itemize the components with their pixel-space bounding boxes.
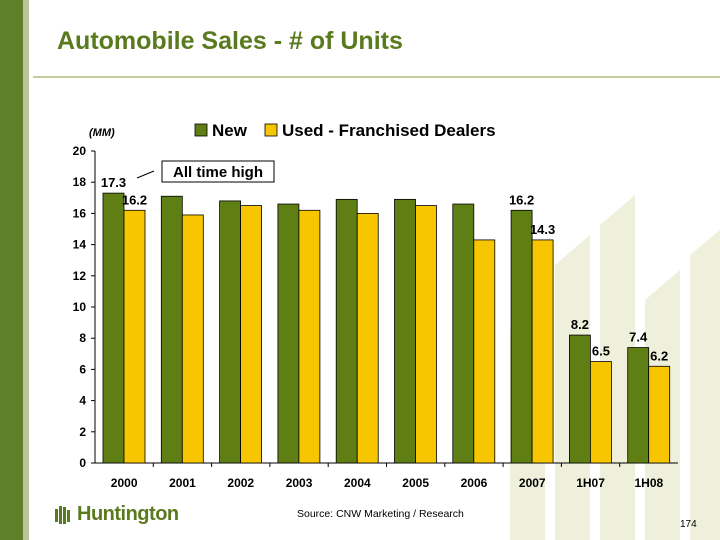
bar-used-2001 bbox=[181, 214, 204, 464]
bar-used-2007 bbox=[531, 239, 554, 464]
legend-label-new: New bbox=[212, 121, 248, 140]
legend-swatch-new bbox=[194, 123, 208, 137]
huntington-logo: Huntington bbox=[55, 503, 179, 526]
y-tick-label: 0 bbox=[79, 456, 86, 470]
data-label: 7.4 bbox=[629, 330, 648, 345]
x-tick-label: 2007 bbox=[519, 476, 546, 490]
data-label: 17.3 bbox=[101, 175, 126, 190]
source-note: Source: CNW Marketing / Research bbox=[297, 508, 464, 520]
y-tick-label: 2 bbox=[79, 425, 86, 439]
bar-used-1h08 bbox=[648, 365, 671, 464]
bar-new-2004 bbox=[335, 198, 358, 464]
y-tick-label: 14 bbox=[73, 238, 87, 252]
annotation-pointer bbox=[136, 170, 155, 179]
bar-new-2002 bbox=[219, 200, 242, 464]
y-tick-label: 8 bbox=[79, 331, 86, 345]
annotation-box bbox=[161, 160, 275, 183]
data-label: 6.2 bbox=[650, 348, 668, 363]
bar-new-1h08 bbox=[627, 347, 650, 464]
y-tick-label: 18 bbox=[73, 175, 87, 189]
x-tick-label: 2001 bbox=[169, 476, 196, 490]
bar-new-2000 bbox=[102, 192, 125, 464]
bar-used-2004 bbox=[356, 212, 379, 464]
data-label: 16.2 bbox=[122, 192, 147, 207]
bar-used-1h07 bbox=[590, 361, 612, 464]
x-tick-label: 2004 bbox=[344, 476, 371, 490]
bar-used-2000 bbox=[123, 209, 146, 464]
y-tick-label: 6 bbox=[79, 362, 86, 376]
page-number: 174 bbox=[680, 519, 697, 530]
bar-new-2003 bbox=[277, 203, 300, 464]
x-tick-label: 2005 bbox=[402, 476, 429, 490]
huntington-mark-icon bbox=[55, 505, 70, 524]
y-tick-label: 20 bbox=[73, 144, 87, 158]
y-tick-label: 16 bbox=[73, 206, 87, 220]
bar-new-2007 bbox=[510, 209, 533, 464]
legend-swatch-used bbox=[264, 123, 278, 137]
x-tick-label: 2006 bbox=[461, 476, 488, 490]
x-tick-label: 2002 bbox=[227, 476, 254, 490]
bar-new-2006 bbox=[452, 203, 475, 464]
annotation-text: All time high bbox=[173, 164, 263, 181]
x-tick-label: 2003 bbox=[286, 476, 313, 490]
bar-used-2002 bbox=[240, 205, 263, 464]
left-accent-bar bbox=[0, 0, 23, 540]
bar-used-2005 bbox=[415, 205, 437, 464]
logo-wordmark: Huntington bbox=[77, 503, 179, 525]
data-label: 14.3 bbox=[530, 222, 555, 237]
title-divider bbox=[33, 76, 720, 78]
left-accent-stripe bbox=[23, 0, 29, 540]
legend-label-used: Used - Franchised Dealers bbox=[282, 121, 496, 140]
bar-new-2005 bbox=[394, 198, 416, 464]
y-tick-label: 4 bbox=[79, 394, 86, 408]
bar-used-2006 bbox=[473, 239, 496, 464]
data-label: 16.2 bbox=[509, 192, 534, 207]
bar-new-1h07 bbox=[569, 334, 591, 464]
data-label: 6.5 bbox=[592, 344, 610, 359]
x-tick-label: 1H08 bbox=[635, 476, 664, 490]
x-tick-label: 1H07 bbox=[576, 476, 605, 490]
bar-used-2003 bbox=[298, 209, 321, 464]
y-unit-label: (MM) bbox=[89, 127, 115, 139]
y-tick-label: 12 bbox=[73, 269, 87, 283]
x-tick-label: 2000 bbox=[111, 476, 138, 490]
y-tick-label: 10 bbox=[73, 300, 87, 314]
slide-title: Automobile Sales - # of Units bbox=[57, 27, 403, 55]
bar-new-2001 bbox=[160, 195, 183, 464]
data-label: 8.2 bbox=[571, 317, 589, 332]
